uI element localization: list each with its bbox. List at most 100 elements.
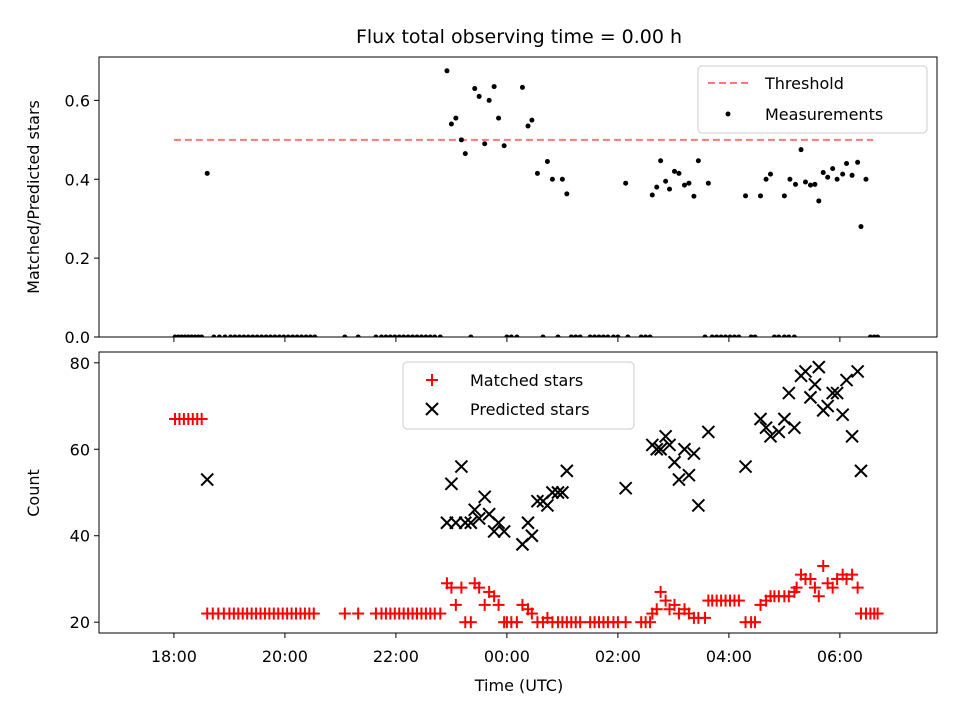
x-tick-label: 06:00: [817, 647, 863, 666]
measurement-point: [437, 334, 443, 337]
measurement-point: [610, 334, 616, 337]
measurement-point: [462, 151, 468, 157]
x-tick-label: 02:00: [595, 647, 641, 666]
predicted-star-point: [454, 459, 469, 474]
measurement-point: [414, 334, 420, 337]
measurement-point: [625, 334, 631, 337]
measurement-point: [378, 334, 384, 337]
series-predicted-stars: [200, 360, 868, 552]
measurement-point: [432, 334, 438, 337]
measurement-point: [444, 68, 450, 74]
bottom-y-axis-label: Count: [24, 469, 43, 517]
measurement-point: [592, 334, 598, 337]
measurement-point: [263, 334, 269, 337]
matched-star-point: [846, 568, 859, 581]
matched-star-point: [455, 581, 468, 594]
measurement-point: [267, 334, 273, 337]
x-axis-label: Time (UTC): [474, 676, 563, 695]
predicted-star-point: [812, 360, 826, 374]
plot-frame: [98, 351, 938, 634]
predicted-star-point: [759, 420, 773, 435]
measurement-point: [681, 182, 687, 188]
measurement-point: [392, 334, 398, 337]
measurement-point: [222, 334, 228, 337]
measurement-point: [342, 334, 348, 337]
predicted-star-point: [820, 399, 835, 413]
bottom-panel: 20 40 60 80 18:00 20:00 22:00 00:00 02:00 04:00 06…: [70, 351, 938, 666]
measurement-point: [472, 86, 478, 92]
measurement-point: [781, 334, 787, 337]
measurement-point: [658, 158, 664, 164]
measurement-point: [281, 334, 287, 337]
measurement-point: [600, 334, 606, 337]
y-tick-label: 60: [70, 440, 90, 459]
measurement-point: [867, 334, 873, 337]
matched-star-point: [449, 598, 462, 611]
measurement-point: [587, 334, 593, 337]
measurement-point: [529, 117, 535, 123]
top-y-axis-label: Matched/Predicted stars: [24, 100, 43, 294]
predicted-star-point: [763, 429, 778, 444]
measurement-point: [204, 170, 210, 176]
measurement-point: [508, 334, 514, 337]
measurement-point: [383, 334, 389, 337]
measurement-point: [549, 176, 555, 182]
measurement-point: [723, 334, 729, 337]
measurement-point: [820, 170, 826, 176]
measurement-point: [812, 181, 818, 187]
measurement-point: [844, 160, 850, 166]
measurement-point: [540, 334, 546, 337]
predicted-star-point: [772, 425, 786, 439]
matched-star-point: [808, 581, 821, 594]
measurement-point: [663, 178, 669, 184]
measurement-point: [476, 93, 482, 99]
measurement-point: [695, 158, 701, 164]
measurement-point: [448, 121, 454, 127]
y-tick-label: 0.0: [65, 328, 90, 347]
measurement-point: [272, 334, 278, 337]
predicted-star-point: [491, 516, 506, 530]
measurement-point: [236, 334, 242, 337]
predicted-star-point: [662, 438, 677, 452]
predicted-star-point: [701, 425, 716, 439]
measurement-point: [405, 334, 411, 337]
measurement-point: [727, 334, 733, 337]
measurement-point: [691, 193, 697, 199]
measurement-point: [781, 193, 787, 199]
predicted-star-point: [691, 498, 706, 513]
top-panel: 0.0 0.2 0.4 0.6: [65, 56, 938, 347]
predicted-star-point: [658, 429, 673, 444]
measurement-point: [638, 334, 644, 337]
measurement-point: [519, 84, 525, 90]
matched-star-point: [748, 616, 761, 629]
measurement-point: [458, 137, 464, 143]
measurement-point: [254, 334, 260, 337]
measurement-point: [849, 172, 855, 178]
measurement-point: [355, 334, 361, 337]
plot-frame: [98, 56, 938, 338]
measurement-point: [228, 334, 234, 337]
predicted-star-point: [854, 464, 868, 478]
legend-predicted-swatch: [425, 402, 439, 416]
measurement-point: [232, 334, 238, 337]
legend-measurements-swatch: [725, 111, 731, 117]
measurement-point: [496, 115, 502, 121]
measurement-point: [418, 334, 424, 337]
measurement-point: [714, 334, 720, 337]
measurement-point: [676, 170, 682, 176]
predicted-star-point: [845, 429, 859, 444]
measurement-point: [387, 334, 393, 337]
predicted-star-point: [738, 459, 753, 474]
measurement-point: [555, 334, 561, 337]
measurement-point: [791, 334, 797, 337]
measurement-point: [250, 334, 256, 337]
matched-star-point: [473, 581, 486, 594]
measurement-point: [840, 171, 846, 177]
measurement-point: [667, 186, 673, 192]
legend-matched-label: Matched stars: [470, 371, 583, 390]
measurement-point: [825, 174, 831, 180]
measurement-point: [771, 334, 777, 337]
measurement-point: [768, 171, 774, 177]
predicted-star-point: [835, 407, 850, 422]
y-tick-label: 0.6: [65, 91, 90, 110]
